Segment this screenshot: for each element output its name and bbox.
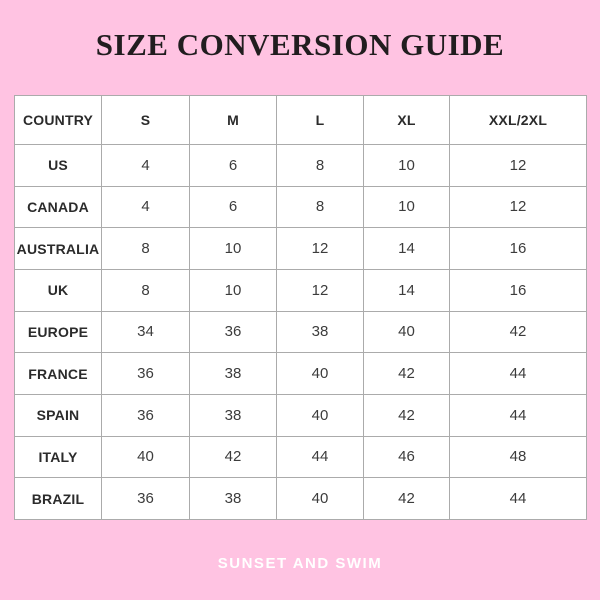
- size-cell: 38: [189, 352, 277, 395]
- size-cell: 16: [449, 268, 587, 312]
- size-cell: 4: [101, 144, 190, 187]
- size-cell: 8: [101, 268, 190, 312]
- size-cell: 12: [449, 185, 587, 229]
- size-cell: 40: [276, 477, 364, 520]
- size-cell: 40: [276, 393, 364, 437]
- country-cell: CANADA: [14, 185, 102, 229]
- table-row-europe: EUROPE 34 36 38 40 42: [14, 310, 587, 354]
- brand-name: SUNSET AND SWIM: [217, 555, 383, 572]
- country-cell: FRANCE: [14, 352, 102, 395]
- size-cell: 44: [449, 393, 587, 437]
- size-cell: 6: [189, 144, 277, 187]
- size-cell: 40: [276, 352, 364, 395]
- column-header-l: L: [276, 95, 364, 145]
- country-cell: US: [14, 144, 102, 187]
- size-cell: 8: [276, 144, 364, 187]
- size-cell: 36: [101, 477, 190, 520]
- size-cell: 4: [101, 185, 190, 229]
- size-cell: 44: [276, 435, 364, 479]
- size-cell: 36: [101, 352, 190, 395]
- size-cell: 8: [276, 185, 364, 229]
- country-cell: EUROPE: [14, 310, 102, 354]
- column-header-m: M: [189, 95, 277, 145]
- size-cell: 42: [449, 310, 587, 354]
- table-row-brazil: BRAZIL 36 38 40 42 44: [14, 477, 587, 520]
- size-cell: 6: [189, 185, 277, 229]
- size-cell: 48: [449, 435, 587, 479]
- size-cell: 34: [101, 310, 190, 354]
- country-cell: ITALY: [14, 435, 102, 479]
- page-title: SIZE CONVERSION GUIDE: [95, 27, 505, 62]
- size-cell: 38: [276, 310, 364, 354]
- header-row: COUNTRY S M L XL XXL/2XL: [14, 95, 587, 145]
- column-header-s: S: [101, 95, 190, 145]
- size-cell: 40: [101, 435, 190, 479]
- size-cell: 36: [189, 310, 277, 354]
- country-cell: AUSTRALIA: [14, 227, 102, 270]
- size-cell: 42: [189, 435, 277, 479]
- size-cell: 38: [189, 393, 277, 437]
- size-cell: 10: [363, 185, 450, 229]
- country-cell: UK: [14, 268, 102, 312]
- table-row-canada: CANADA 4 6 8 10 12: [14, 185, 587, 229]
- size-cell: 38: [189, 477, 277, 520]
- size-cell: 12: [276, 227, 364, 270]
- table-row-france: FRANCE 36 38 40 42 44: [14, 352, 587, 395]
- size-cell: 8: [101, 227, 190, 270]
- size-cell: 46: [363, 435, 450, 479]
- size-cell: 12: [449, 144, 587, 187]
- size-cell: 42: [363, 477, 450, 520]
- size-cell: 14: [363, 227, 450, 270]
- country-cell: BRAZIL: [14, 477, 102, 520]
- table-row-italy: ITALY 40 42 44 46 48: [14, 435, 587, 479]
- size-cell: 36: [101, 393, 190, 437]
- size-cell: 10: [363, 144, 450, 187]
- size-cell: 10: [189, 268, 277, 312]
- size-cell: 10: [189, 227, 277, 270]
- column-header-xl: XL: [363, 95, 450, 145]
- size-cell: 12: [276, 268, 364, 312]
- size-cell: 14: [363, 268, 450, 312]
- size-cell: 44: [449, 477, 587, 520]
- size-cell: 42: [363, 393, 450, 437]
- size-cell: 16: [449, 227, 587, 270]
- table-row-us: US 4 6 8 10 12: [14, 144, 587, 187]
- column-header-country: COUNTRY: [14, 95, 102, 145]
- size-conversion-table: COUNTRY S M L XL XXL/2XL US 4 6 8 10 12 …: [14, 95, 587, 520]
- table-row-uk: UK 8 10 12 14 16: [14, 268, 587, 312]
- size-cell: 44: [449, 352, 587, 395]
- size-cell: 40: [363, 310, 450, 354]
- table-row-spain: SPAIN 36 38 40 42 44: [14, 393, 587, 437]
- size-cell: 42: [363, 352, 450, 395]
- table-row-australia: AUSTRALIA 8 10 12 14 16: [14, 227, 587, 270]
- column-header-xxl: XXL/2XL: [449, 95, 587, 145]
- country-cell: SPAIN: [14, 393, 102, 437]
